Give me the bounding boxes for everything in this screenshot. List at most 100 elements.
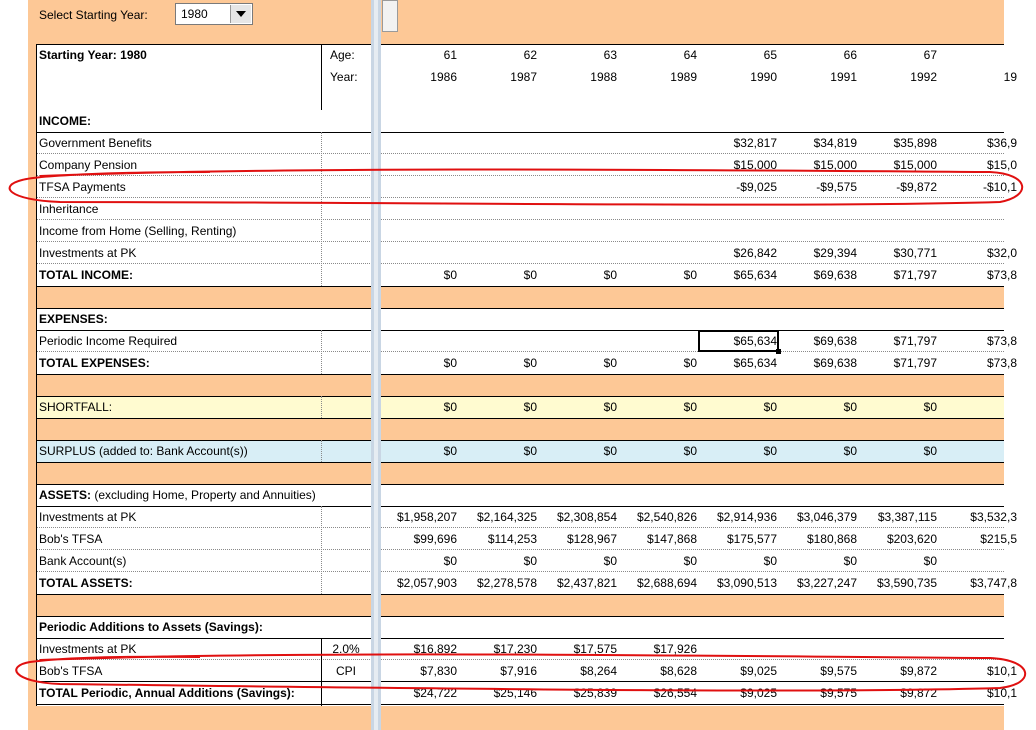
row-divider	[36, 219, 1004, 220]
total-income-value: $0	[603, 268, 617, 282]
year-header: 1992	[910, 70, 937, 84]
section-divider	[36, 132, 1004, 133]
year-header: 19	[1003, 70, 1017, 84]
asset-row-label: Bob's TFSA	[39, 532, 103, 546]
asset-row-value: $203,620	[886, 532, 937, 546]
total-expenses-value: $71,797	[893, 356, 937, 370]
assets-panel	[36, 484, 1004, 594]
shortfall-value: $0	[523, 400, 537, 414]
shortfall-value: $0	[603, 400, 617, 414]
surplus-value: $0	[843, 444, 857, 458]
asset-row-value: $3,046,379	[796, 510, 857, 524]
selected-cell-periodic-income-1990[interactable]	[698, 330, 781, 354]
income-row-value: $29,394	[813, 246, 857, 260]
total-assets-value: $2,278,578	[476, 576, 537, 590]
age-header: 61	[443, 48, 457, 62]
savings-row-value: $7,916	[500, 664, 537, 678]
asset-row-value: $3,387,115	[877, 510, 937, 524]
income-row-value: $15,000	[893, 158, 937, 172]
section-divider	[36, 681, 1004, 682]
year-header: 1989	[670, 70, 697, 84]
total-expenses-value: $0	[683, 356, 697, 370]
starting-year-dropdown[interactable]: 1980	[175, 3, 253, 25]
label-column-divider-income	[321, 132, 322, 286]
section-divider	[36, 638, 1004, 639]
expenses-heading: EXPENSES:	[39, 312, 108, 326]
age-label: Age:	[330, 48, 355, 62]
income-row-label: Income from Home (Selling, Renting)	[39, 224, 237, 238]
savings-rate: 2.0%	[332, 642, 360, 656]
total-income-value: $65,634	[733, 268, 777, 282]
surplus-band	[36, 440, 1004, 462]
expense-row-value: $71,797	[893, 334, 937, 348]
income-row-value: -$9,872	[896, 180, 937, 194]
assets-heading: ASSETS: (excluding Home, Property and An…	[39, 484, 316, 506]
asset-row-value: $1,958,207	[396, 510, 457, 524]
savings-row-value: $9,872	[900, 664, 937, 678]
asset-row-value: $128,967	[566, 532, 617, 546]
row-divider	[36, 263, 1004, 264]
section-divider	[36, 462, 1004, 463]
shortfall-value: $0	[923, 400, 937, 414]
assets-heading-note: (excluding Home, Property and Annuities)	[91, 488, 316, 502]
label-column-divider-surplus	[321, 440, 322, 462]
asset-row-value: $0	[683, 554, 697, 568]
label-column-divider-expenses	[321, 330, 322, 374]
section-divider	[36, 440, 1004, 441]
total-expenses-label: TOTAL EXPENSES:	[39, 356, 150, 370]
year-header: 1987	[510, 70, 537, 84]
expense-row-label: Periodic Income Required	[39, 334, 178, 348]
shortfall-value: $0	[843, 400, 857, 414]
starting-year-label: Select Starting Year:	[39, 8, 148, 22]
savings-row-value: $8,628	[660, 664, 697, 678]
shortfall-label: SHORTFALL:	[39, 400, 113, 414]
fill-handle[interactable]	[776, 349, 781, 354]
savings-heading: Periodic Additions to Assets (Savings):	[39, 620, 263, 634]
page-title: Starting Year: 1980	[39, 48, 147, 62]
income-row-value: -$10,1	[982, 180, 1017, 194]
asset-row-value: $3,532,3	[970, 510, 1017, 524]
total-income-label: TOTAL INCOME:	[39, 268, 133, 282]
income-row-value: $26,842	[733, 246, 777, 260]
age-header: 66	[843, 48, 857, 62]
total-expenses-value: $0	[523, 356, 537, 370]
row-divider	[36, 197, 1004, 198]
row-divider	[36, 241, 1004, 242]
age-header: 62	[523, 48, 537, 62]
asset-row-value: $0	[603, 554, 617, 568]
asset-row-value: $0	[443, 554, 457, 568]
section-divider	[36, 418, 1004, 419]
section-divider	[36, 506, 1004, 507]
annotation-circle-tfsa-payments	[8, 168, 1023, 206]
total-savings-value: $10,1	[986, 686, 1017, 700]
total-income-value: $71,797	[893, 268, 937, 282]
freeze-pane-splitter[interactable]	[371, 0, 381, 730]
age-header: 63	[603, 48, 617, 62]
asset-row-value: $0	[763, 554, 777, 568]
chevron-down-icon[interactable]	[230, 5, 251, 23]
year-header: 1988	[590, 70, 617, 84]
row-divider	[36, 527, 1004, 528]
row-divider	[36, 153, 1004, 154]
sheet-left-border	[36, 44, 37, 706]
surplus-label: SURPLUS (added to: Bank Account(s))	[39, 444, 248, 458]
asset-row-value: $99,696	[413, 532, 457, 546]
age-header: 65	[763, 48, 777, 62]
income-row-label: Investments at PK	[39, 246, 137, 260]
total-savings-value: $24,722	[413, 686, 457, 700]
total-savings-value: $9,025	[740, 686, 777, 700]
section-divider	[36, 308, 1004, 309]
total-assets-label: TOTAL ASSETS:	[39, 576, 133, 590]
asset-row-value: $2,540,826	[636, 510, 697, 524]
expense-row-value: $65,634	[733, 334, 777, 348]
income-row-value: $15,000	[733, 158, 777, 172]
income-row-value: -$9,575	[816, 180, 857, 194]
expense-row-value: $73,8	[986, 334, 1017, 348]
income-row-value: $35,898	[893, 136, 937, 150]
total-savings-label: TOTAL Periodic, Annual Additions (Saving…	[39, 686, 295, 700]
asset-row-value: $2,914,936	[716, 510, 777, 524]
income-row-label: Government Benefits	[39, 136, 152, 150]
income-row-value: -$9,025	[736, 180, 777, 194]
row-divider	[36, 175, 1004, 176]
